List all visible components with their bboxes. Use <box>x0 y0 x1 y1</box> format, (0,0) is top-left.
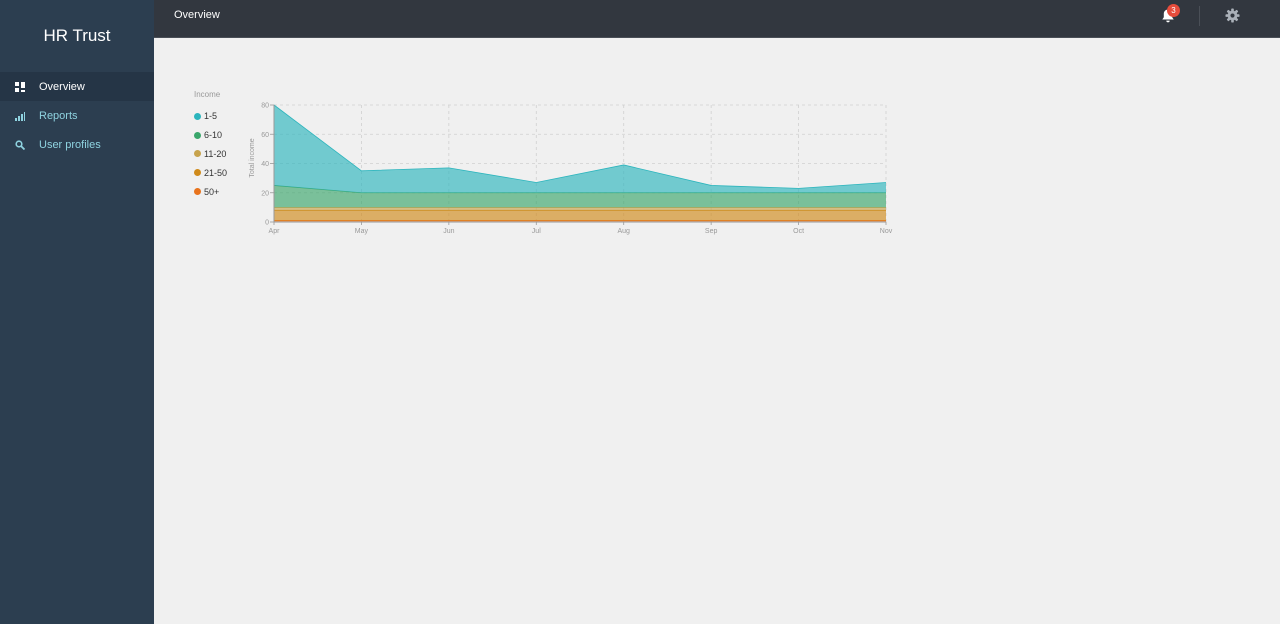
page-title: Overview <box>174 9 220 21</box>
notification-badge[interactable]: 3 <box>1167 4 1180 17</box>
legend-label: 21-50 <box>204 167 228 178</box>
legend-item[interactable]: 21-50 <box>194 163 227 182</box>
y-axis-label: Total income <box>249 138 256 177</box>
legend-title: Income <box>194 90 221 99</box>
dashboard-icon <box>14 81 26 93</box>
y-tick-label: 0 <box>265 220 269 227</box>
legend-label: 6-10 <box>204 130 223 141</box>
legend-color-dot <box>194 112 201 120</box>
y-tick-label: 60 <box>261 132 269 139</box>
legend-label: 1-5 <box>204 111 218 122</box>
x-tick-label: Jun <box>443 228 454 235</box>
y-tick-label: 80 <box>261 103 269 110</box>
y-tick-label: 40 <box>261 161 269 168</box>
chart-legend: Income 1-5 6-10 11-20 21-50 50+ <box>194 90 227 201</box>
x-tick-label: Jul <box>532 228 541 235</box>
bar-chart-icon <box>14 110 26 122</box>
legend-color-dot <box>194 131 201 139</box>
legend-item[interactable]: 1-5 <box>194 107 227 126</box>
search-icon <box>14 139 26 151</box>
series-line <box>273 104 887 189</box>
sidebar-item-label: Overview <box>39 80 85 93</box>
area-series <box>274 210 886 221</box>
top-bar: Overview 3 <box>154 0 1280 38</box>
income-area-chart: 0 20 40 60 80 Apr May Jun Jul Aug Sep Oct Nov Total i… <box>249 103 893 236</box>
x-tick-label: May <box>355 228 369 235</box>
sidebar-item-user-profiles[interactable]: User profiles <box>0 130 154 159</box>
sidebar: HR Trust Overview Reports User profiles <box>0 0 154 624</box>
sidebar-item-label: Reports <box>39 109 78 122</box>
legend-item[interactable]: 50+ <box>194 182 227 201</box>
sidebar-item-reports[interactable]: Reports <box>0 101 154 130</box>
y-tick-label: 20 <box>261 190 269 197</box>
x-tick-label: Sep <box>705 228 718 235</box>
legend-item[interactable]: 11-20 <box>194 145 227 164</box>
brand-title: HR Trust <box>43 26 111 45</box>
x-tick-label: Apr <box>269 228 281 235</box>
area-series <box>274 185 886 208</box>
x-tick-label: Aug <box>617 228 630 235</box>
area-series <box>274 207 886 211</box>
x-tick-label: Nov <box>880 228 893 235</box>
sidebar-item-label: User profiles <box>39 138 101 151</box>
legend-color-dot <box>194 150 201 158</box>
gear-icon[interactable] <box>1225 8 1240 23</box>
area-series <box>274 105 886 193</box>
legend-color-dot <box>194 188 201 196</box>
legend-label: 50+ <box>204 186 220 197</box>
legend-color-dot <box>194 169 201 177</box>
legend-item[interactable]: 6-10 <box>194 126 227 145</box>
legend-label: 11-20 <box>204 148 227 159</box>
header-divider <box>1199 6 1200 26</box>
x-tick-label: Oct <box>793 228 804 235</box>
sidebar-item-overview[interactable]: Overview <box>0 72 154 101</box>
